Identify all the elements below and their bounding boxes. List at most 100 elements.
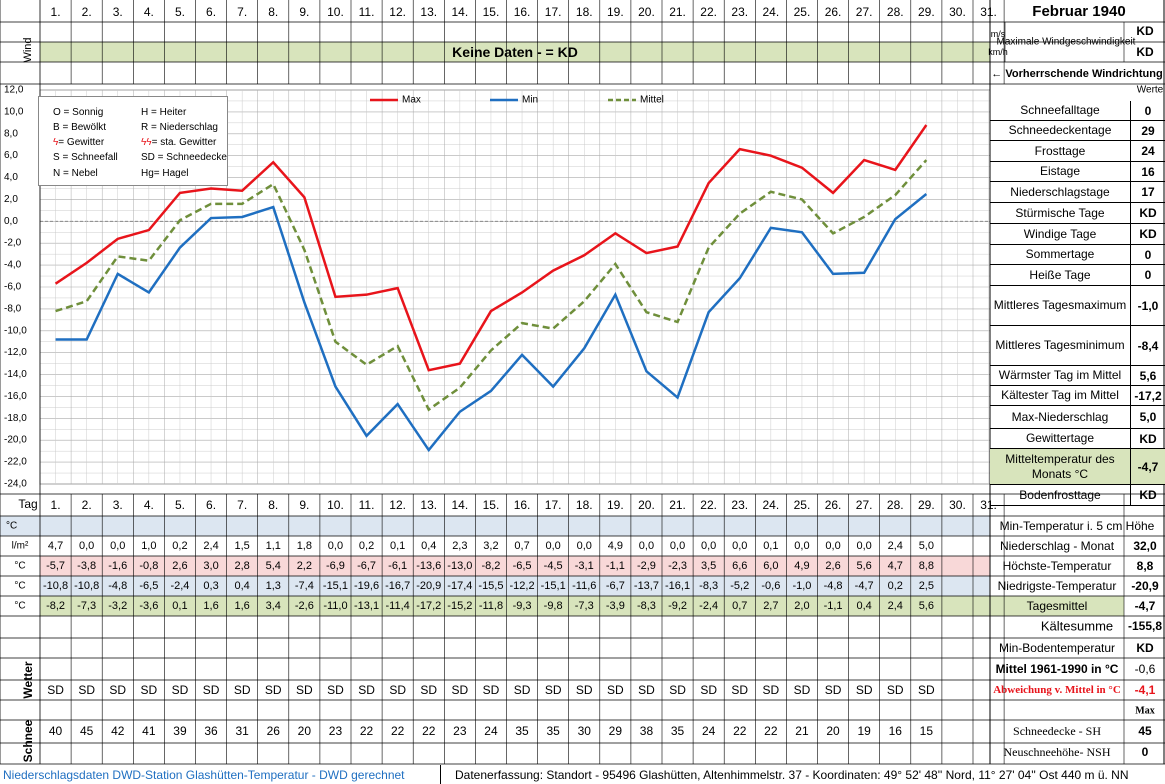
y-tick-label: -14,0 [4,369,27,380]
row-label-min-temp: Niedrigste-Temperatur [998,579,1117,593]
cell-mean-temp: 0,1 [172,600,187,612]
footer-station-info: Datenerfassung: Standort - 95496 Glashüt… [440,765,1165,784]
cell-max-temp: 6,6 [732,560,747,572]
cell-min-temp: -1,0 [792,580,811,592]
stat-label: Wärmster Tag im Mittel [990,366,1131,385]
snow-depth-cell: 35 [515,724,529,738]
stat-value: -4,7 [1137,459,1159,474]
weather-code-cell: SD [78,683,95,697]
cell-min-temp: -10,8 [43,580,68,592]
cell-min-temp: 1,3 [266,580,281,592]
cell-max-temp: -2,9 [637,560,656,572]
stat-value: 0 [1144,103,1152,118]
cell-mean-temp: -8,3 [637,600,656,612]
legend-code-cloudy: B = Bewölkt [53,122,107,133]
row-unit-max-temp: °C [14,561,25,572]
stat-row: Mitteltemperatur des Monats °C -4,7 [990,449,1165,485]
weather-code-cell: SD [856,683,873,697]
cell-max-temp: -13,0 [447,560,472,572]
stat-row: Schneedeckentage 29 [990,121,1165,141]
table-day-label: 30. [949,498,966,512]
abweichung-label: Abweichung v. Mittel in °C [993,684,1121,696]
cell-mean-temp: 5,6 [919,600,934,612]
y-tick-label: 10,0 [4,106,24,117]
cell-min-temp: -10,8 [74,580,99,592]
header-day-label: 31. [980,5,997,19]
cell-mean-temp: -8,2 [46,600,65,612]
snow-nsh-label: Neuschneehöhe- NSH [1004,745,1111,759]
cell-precip: 0,0 [79,540,94,552]
header-day-label: 5. [175,5,185,19]
weather-code-cell: SD [887,683,904,697]
cell-max-temp: -3,1 [575,560,594,572]
cell-precip: 0,2 [172,540,187,552]
header-day-label: 15. [483,5,500,19]
cell-max-temp: 2,8 [235,560,250,572]
stat-row: Stürmische Tage KD [990,203,1165,224]
cell-mean-temp: -11,4 [386,600,410,612]
cell-max-temp: 2,6 [825,560,840,572]
header-day-label: 14. [452,5,469,19]
cell-precip: 3,2 [483,540,498,552]
row-unit-min-temp: °C [14,581,25,592]
stat-label: Eistage [990,162,1131,181]
row-total-mean-temp: -4,7 [1135,599,1156,613]
cell-mean-temp: -17,2 [416,600,441,612]
wind-row-label: Wind [22,37,34,62]
cell-min-temp: -19,6 [354,580,379,592]
snow-depth-cell: 22 [764,724,778,738]
y-tick-label: -24,0 [4,479,27,490]
cell-mean-temp: -11,0 [323,600,347,612]
weather-code-cell: SD [700,683,717,697]
table-day-label: 6. [206,498,216,512]
cell-mean-temp: -9,2 [668,600,687,612]
cell-min-temp: -15,1 [541,580,566,592]
cell-min-temp: -5,2 [730,580,749,592]
weather-code-cell: SD [327,683,344,697]
stat-value: 0 [1144,247,1152,262]
weather-code-cell: SD [669,683,686,697]
cell-precip: 0,0 [857,540,872,552]
stat-row: Eistage 16 [990,162,1165,182]
min5-label: Min-Temperatur i. 5 cm Höhe [1000,519,1155,533]
cell-mean-temp: 0,7 [732,600,747,612]
cell-min-temp: -4,8 [824,580,843,592]
cell-max-temp: 5,6 [857,560,872,572]
stat-value: KD [1139,431,1157,446]
cell-precip: 0,0 [670,540,685,552]
cell-max-temp: 4,9 [794,560,809,572]
y-tick-label: 12,0 [4,85,24,96]
row-band-mean-temp [40,596,990,616]
mittel-1961-label: Mittel 1961-1990 in °C [996,662,1119,676]
weather-code-legend: O = Sonnig H = Heiter B = Bewölkt R = Ni… [38,96,228,186]
stat-row: Gewittertage KD [990,429,1165,449]
snow-depth-cell: 20 [826,724,840,738]
cell-mean-temp: 1,6 [235,600,250,612]
kaeltesumme-value: -155,8 [1128,619,1162,633]
cell-precip: 0,0 [639,540,654,552]
cell-min-temp: -8,3 [699,580,718,592]
stat-row: Heiße Tage 0 [990,265,1165,286]
snow-depth-cell: 29 [609,724,623,738]
cell-mean-temp: 1,6 [203,600,218,612]
y-tick-label: -18,0 [4,413,27,424]
stat-label: Niederschlagstage [990,182,1131,202]
header-day-label: 4. [144,5,154,19]
abweichung-value: -4,1 [1135,683,1156,697]
snow-depth-cell: 42 [111,724,125,738]
y-tick-label: -22,0 [4,457,27,468]
stat-label: Kältester Tag im Mittel [990,386,1131,405]
snow-depth-cell: 41 [142,724,156,738]
cell-mean-temp: 2,7 [763,600,778,612]
cell-min-temp: -2,4 [170,580,189,592]
cell-min-temp: 0,2 [888,580,903,592]
cell-min-temp: -6,5 [139,580,158,592]
stat-label: Mitteltemperatur des Monats °C [990,449,1131,484]
stat-label: Mittleres Tagesmaximum [990,286,1131,325]
snow-depth-cell: 19 [857,724,871,738]
weather-code-cell: SD [452,683,469,697]
header-day-label: 19. [607,5,624,19]
table-day-label: 21. [669,498,686,512]
cell-min-temp: 0,4 [235,580,250,592]
